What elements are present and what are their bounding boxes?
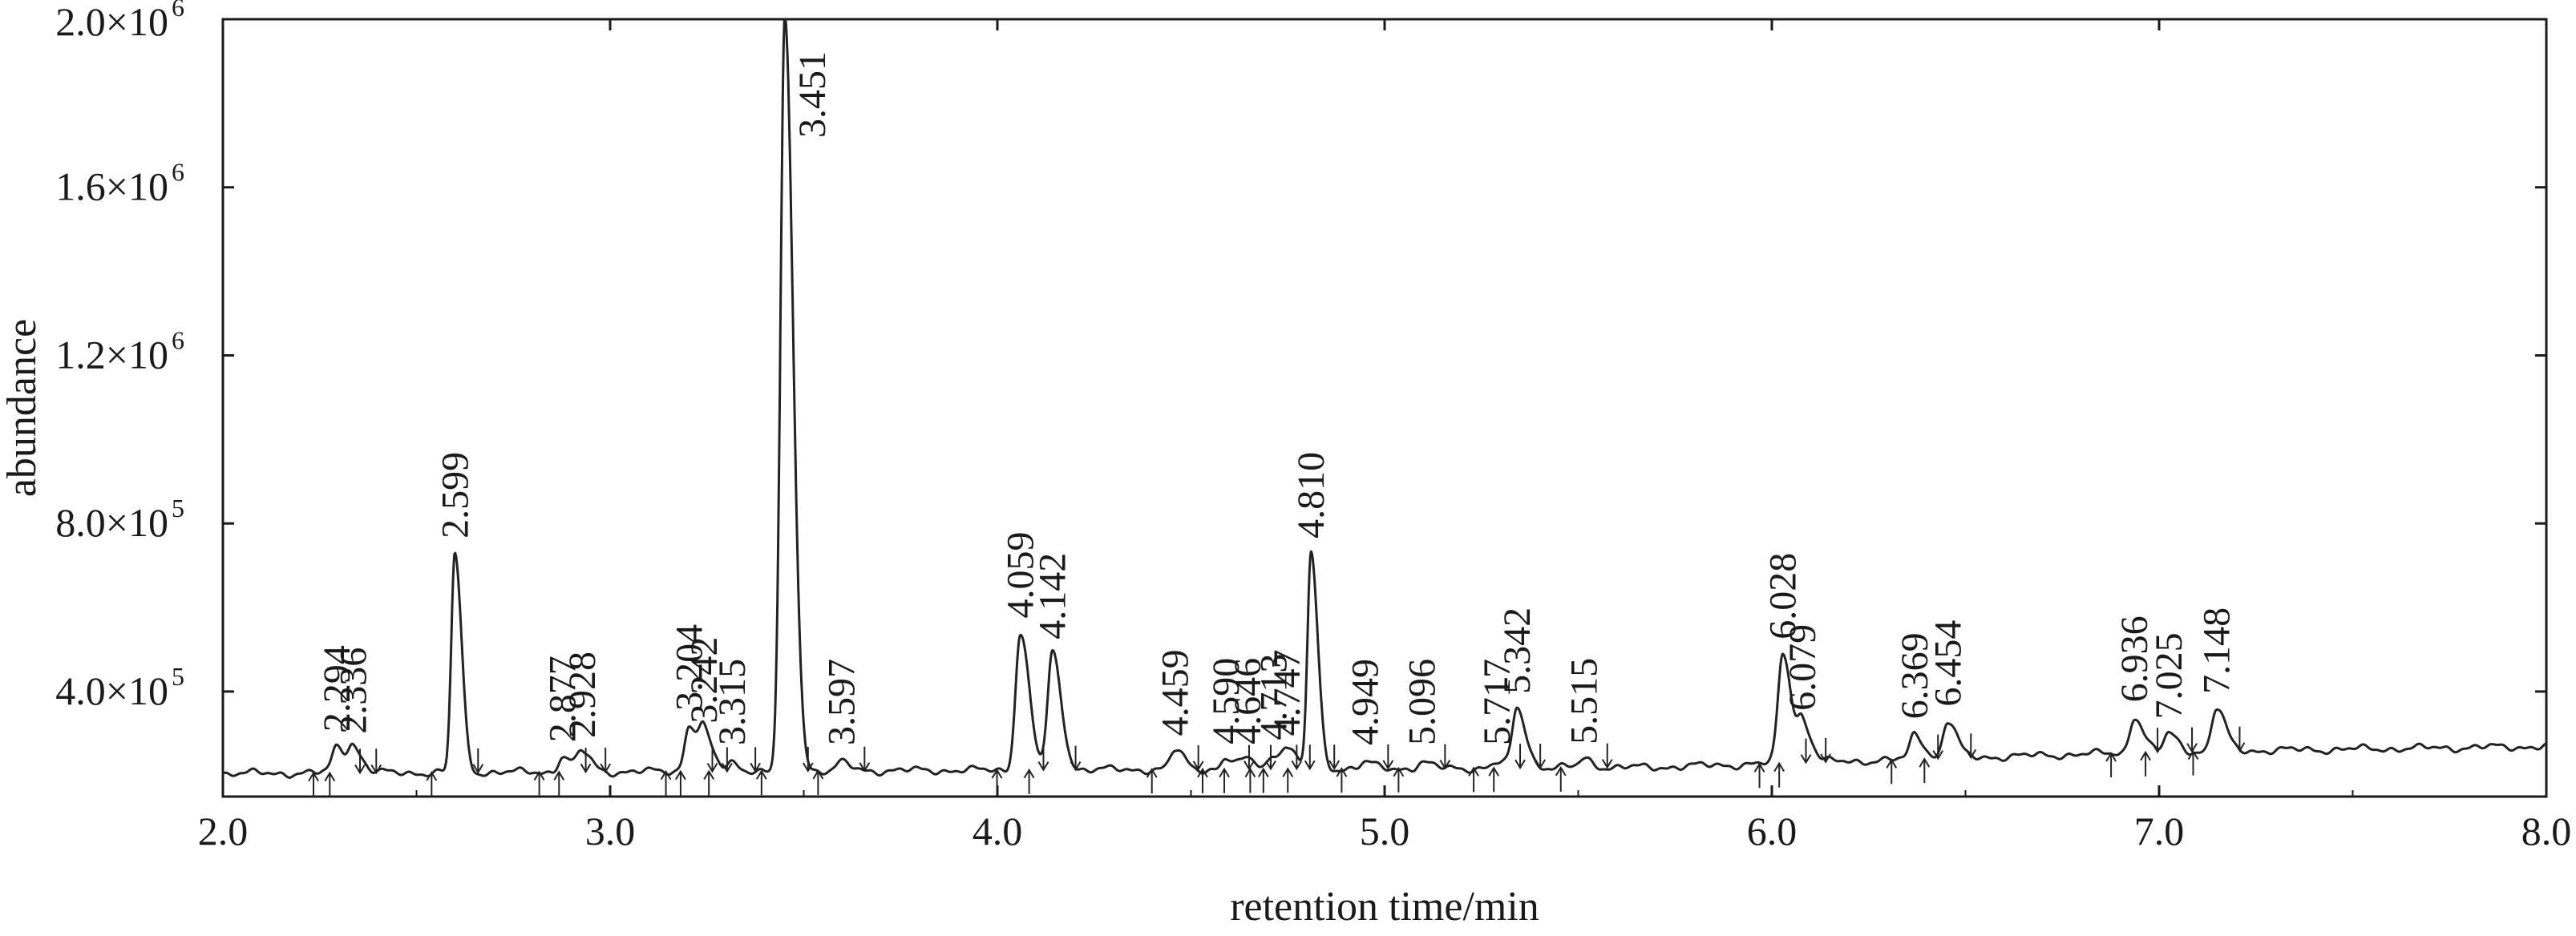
peak-label: 6.454 [1927, 620, 1969, 707]
peak-integration-markers [308, 726, 2246, 797]
x-tick-label: 4.0 [973, 809, 1023, 853]
peak-label: 5.096 [1401, 659, 1443, 745]
integration-marker-head [675, 769, 686, 781]
integration-marker-head [1555, 765, 1567, 777]
y-tick-label: 4.0×10 [55, 668, 168, 713]
peak-label: 3.451 [791, 51, 834, 138]
integration-marker-head [2186, 743, 2198, 753]
x-axis-ticks: 2.0 3.0 4.0 5.0 6.0 7.0 8.0 [198, 19, 2572, 853]
integration-marker-head [1336, 767, 1348, 777]
integration-marker-head [1800, 754, 1812, 765]
x-axis-title: retention time/min [1230, 884, 1539, 930]
integration-marker-head [1244, 760, 1255, 771]
integration-marker-head [1932, 750, 1944, 760]
y-axis-ticks: 4.0×10 58.0×10 51.2×10 61.6×10 62.0×10 6 [55, 0, 2546, 713]
peak-label: 5.515 [1563, 658, 1606, 744]
integration-marker-head [1328, 760, 1341, 771]
peak-label: 4.713 [1252, 654, 1295, 740]
peak-label: 2.336 [332, 648, 374, 734]
integration-marker-head [1219, 767, 1230, 778]
peak-label: 4.142 [1032, 553, 1074, 639]
peak-label: 3.242 [683, 637, 726, 724]
peak-label: 4.949 [1344, 659, 1386, 745]
peak-label: 4.747 [1266, 649, 1308, 736]
y-tick-label: 1.6×10 [55, 164, 168, 209]
peak-label: 4.459 [1155, 649, 1197, 736]
integration-marker-head [1244, 767, 1256, 778]
x-tick-label: 7.0 [2134, 809, 2185, 853]
chromatogram-trace [222, 18, 2547, 779]
peak-label: 2.877 [542, 656, 584, 742]
peak-label: 2.928 [561, 652, 604, 738]
peak-label: 7.148 [2195, 607, 2238, 694]
y-tick-exponent: 5 [172, 662, 184, 691]
integration-marker-head [553, 770, 565, 781]
integration-marker-head [324, 771, 336, 782]
peak-label: 6.079 [1781, 624, 1824, 711]
x-tick-label: 5.0 [1360, 809, 1410, 853]
integration-marker-head [1037, 761, 1049, 772]
peak-label: 6.028 [1762, 553, 1805, 639]
integration-marker-head [1023, 768, 1035, 779]
integration-marker-head [755, 769, 767, 780]
integration-marker-head [802, 762, 814, 773]
integration-marker-head [472, 764, 484, 774]
peak-label: 5.342 [1496, 607, 1539, 694]
integration-marker-head [580, 763, 592, 774]
integration-marker-head [1393, 766, 1405, 777]
peak-label: 4.646 [1227, 658, 1269, 744]
integration-marker-head [1265, 760, 1276, 771]
peak-label: 4.810 [1290, 452, 1332, 539]
y-tick-exponent: 6 [172, 0, 184, 22]
y-tick-label: 1.2×10 [55, 332, 168, 377]
integration-marker-head [1257, 767, 1269, 778]
integration-marker-head [1382, 760, 1394, 770]
integration-marker-head [1282, 767, 1294, 777]
x-tick-label: 8.0 [2521, 809, 2572, 853]
peak-label: 2.599 [434, 452, 476, 539]
x-tick-label: 6.0 [1747, 809, 1798, 853]
y-tick-label: 2.0×10 [55, 0, 168, 44]
integration-marker-head [533, 770, 545, 781]
peak-label: 4.059 [999, 532, 1041, 619]
integration-marker-head [354, 764, 366, 775]
integration-marker-head [1488, 766, 1500, 777]
integration-marker-head [1773, 761, 1785, 773]
integration-marker-head [1601, 759, 1613, 769]
y-tick-exponent: 6 [172, 158, 184, 187]
y-tick-exponent: 5 [172, 494, 184, 522]
integration-marker-head [722, 762, 733, 773]
peak-label: 3.315 [711, 659, 754, 745]
peak-label: 2.294 [316, 645, 358, 732]
integration-marker-head [703, 769, 715, 781]
y-tick-exponent: 6 [172, 325, 184, 354]
peak-label: 6.369 [1894, 632, 1936, 719]
peak-label: 3.204 [669, 624, 711, 711]
y-tick-label: 8.0×10 [55, 500, 168, 545]
integration-marker-head [1192, 760, 1204, 771]
x-tick-label: 3.0 [585, 809, 636, 853]
integration-marker-head [706, 762, 718, 773]
integration-marker-head [1514, 759, 1526, 770]
peak-label: 5.717 [1476, 659, 1519, 745]
peak-label: 3.597 [820, 659, 863, 745]
y-axis-title: abundance [0, 319, 45, 497]
x-tick-label: 2.0 [198, 809, 249, 853]
integration-marker-head [1919, 757, 1931, 768]
integration-marker-head [2187, 749, 2199, 760]
integration-marker-head [660, 769, 672, 781]
integration-marker-head [1304, 760, 1316, 771]
peak-label: 7.025 [2148, 632, 2190, 719]
peak-label: 4.590 [1205, 658, 1248, 744]
integration-marker-head [1291, 760, 1303, 771]
integration-marker-head [2140, 750, 2151, 761]
peak-label: 6.936 [2113, 615, 2156, 702]
integration-marker-head [1197, 767, 1208, 778]
